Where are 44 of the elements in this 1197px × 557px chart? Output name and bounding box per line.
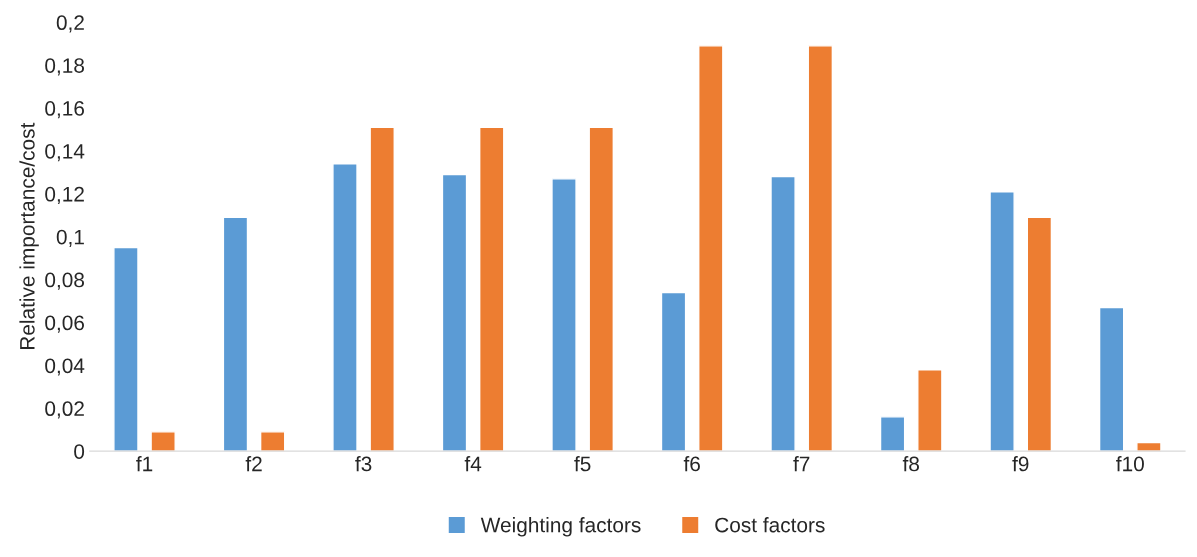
bar [588,126,615,452]
bar [1136,441,1162,452]
bar [879,416,906,452]
bar [917,368,943,452]
bar [332,163,358,452]
x-tick-label: f8 [902,456,919,472]
y-axis-title: Relative importance/cost [19,122,39,350]
x-tick-label: f9 [1012,456,1029,472]
x-tick-label: f7 [793,456,810,472]
bar [1098,306,1125,452]
y-tick-label: 0,12 [45,186,84,205]
x-tick-label: f10 [1116,456,1144,472]
bar [222,216,249,452]
bar [551,178,577,452]
bar [478,126,505,452]
y-tick-label: 0,08 [45,272,85,290]
y-tick-label: 0,18 [45,58,85,76]
x-tick-label: f1 [136,456,153,472]
bar [698,45,724,452]
x-tick-label: f6 [683,456,700,472]
y-tick-label: 0,04 [45,358,85,376]
y-tick-label: 0,02 [45,401,84,419]
bar [989,190,1015,452]
bar [807,45,834,452]
bar [369,126,395,452]
y-tick-label: 0,2 [56,15,84,33]
bar [660,291,687,452]
x-tick-label: f2 [245,456,262,472]
y-tick-label: 0,1 [56,229,84,247]
bar [441,173,468,452]
bar [150,431,176,452]
x-tick-label: f5 [574,456,591,472]
legend-label: Cost factors [715,517,825,533]
y-tick-label: 0,16 [45,101,84,119]
y-tick-label: 0,14 [45,143,85,162]
x-tick-label: f3 [355,456,372,472]
legend-label: Weighting factors [480,517,641,537]
y-tick-label: 0,06 [45,315,84,333]
y-tick-label: 0 [74,444,85,459]
bar [770,175,796,452]
bar [113,246,139,452]
bar [259,431,286,452]
bar [1026,216,1053,452]
x-tick-label: f4 [464,456,482,472]
